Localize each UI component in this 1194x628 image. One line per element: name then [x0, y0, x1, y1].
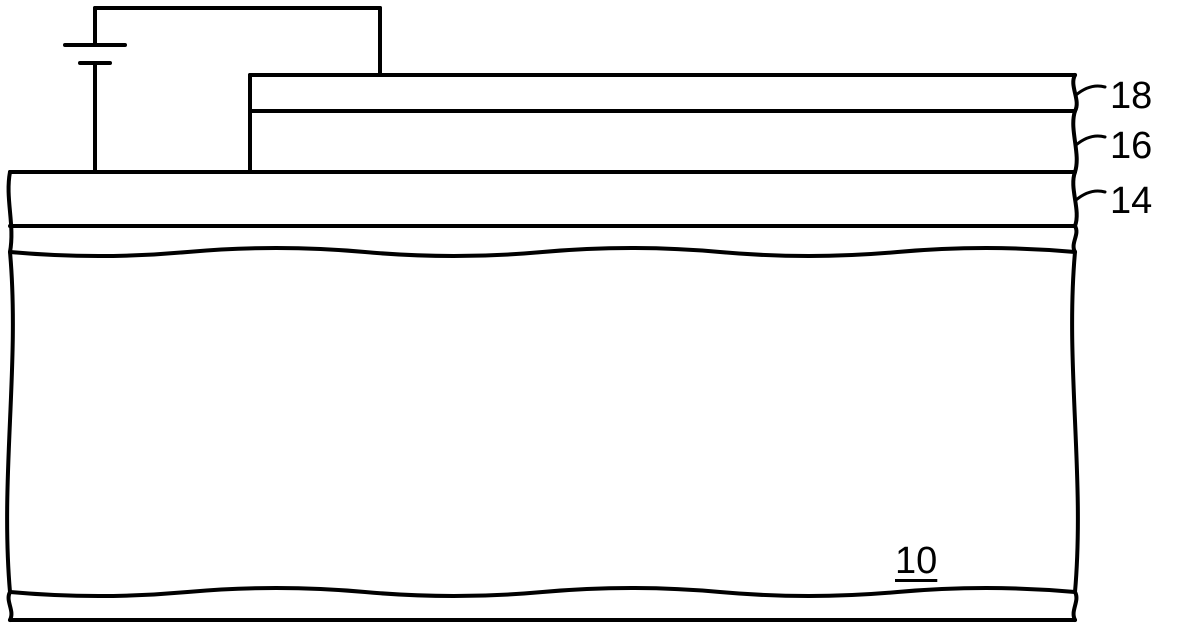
layer-label-14: 14: [1110, 180, 1152, 223]
layer-label-16: 16: [1110, 125, 1152, 168]
cross-section-diagram: [0, 0, 1194, 628]
layer-label-18: 18: [1110, 75, 1152, 118]
layer-label-10: 10: [895, 540, 937, 583]
